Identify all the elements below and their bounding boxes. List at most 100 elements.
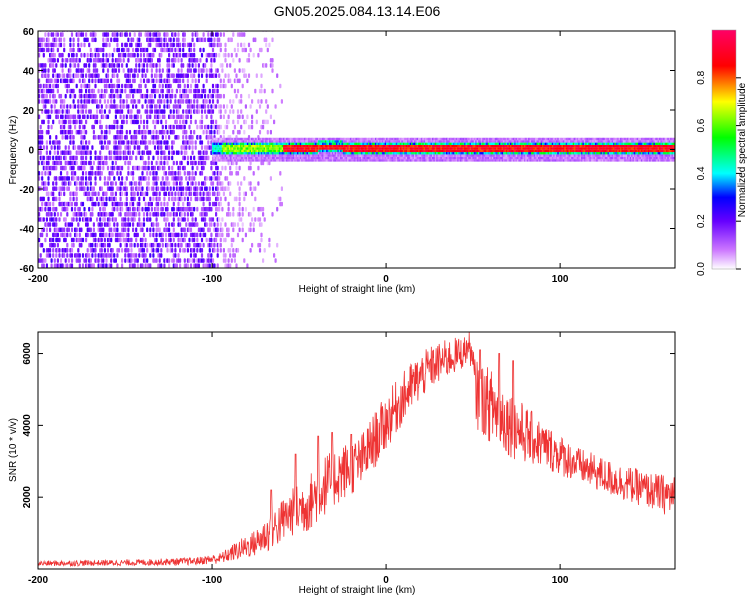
heat-cell <box>274 149 277 153</box>
heat-cell <box>66 232 69 238</box>
heat-cell <box>158 68 161 73</box>
heat-cell <box>186 155 189 161</box>
heat-cell <box>370 152 373 155</box>
heat-cell <box>105 196 108 202</box>
heat-cell <box>349 159 352 162</box>
heat-cell <box>388 154 391 157</box>
heat-cell <box>239 147 242 150</box>
heat-cell <box>239 154 242 157</box>
heat-cell <box>358 154 361 157</box>
heat-cell <box>234 147 237 150</box>
heat-cell <box>75 191 78 197</box>
heat-cell <box>267 137 270 141</box>
heat-cell <box>425 147 428 150</box>
heat-cell <box>122 68 125 73</box>
heat-cell <box>259 137 262 141</box>
heat-cell <box>227 140 230 143</box>
heat-cell <box>172 109 175 114</box>
heat-cell <box>420 159 423 162</box>
heat-cell <box>160 73 163 78</box>
heat-cell <box>196 165 199 171</box>
heat-cell <box>400 152 402 155</box>
heat-cell <box>377 140 380 143</box>
heat-cell <box>298 159 301 162</box>
heat-cell <box>155 258 158 263</box>
heat-cell <box>153 145 157 150</box>
heat-cell <box>218 176 221 181</box>
heat-cell <box>55 206 58 212</box>
heat-cell <box>251 142 253 145</box>
heat-cell <box>244 73 247 78</box>
heat-cell <box>324 159 327 162</box>
heat-cell <box>47 32 50 37</box>
heat-cell <box>219 156 221 160</box>
heat-cell <box>142 124 146 130</box>
heat-cell <box>139 42 142 48</box>
heat-cell <box>238 191 241 197</box>
heat-cell <box>197 263 200 268</box>
heat-cell <box>164 222 168 227</box>
heat-cell <box>344 142 347 145</box>
heat-cell <box>285 152 288 155</box>
heat-cell <box>333 152 336 155</box>
heat-cell <box>265 152 267 155</box>
heat-cell <box>185 191 188 197</box>
heat-cell <box>248 149 251 153</box>
heat-cell <box>356 159 359 162</box>
heat-cell <box>380 152 383 155</box>
heat-cell <box>241 140 244 143</box>
heat-cell <box>345 154 348 157</box>
heat-cell <box>285 159 288 162</box>
heat-cell <box>383 142 386 145</box>
heat-cell <box>374 140 377 143</box>
heat-cell <box>252 152 255 155</box>
heat-cell <box>186 263 189 268</box>
heat-cell <box>70 206 74 212</box>
heat-cell <box>226 140 228 143</box>
heat-cell <box>122 58 125 63</box>
heat-cell <box>100 140 103 145</box>
heat-cell <box>70 129 74 135</box>
heat-cell <box>113 73 116 78</box>
heat-cell <box>274 154 277 157</box>
heat-cell <box>251 144 253 148</box>
heat-cell <box>228 154 231 157</box>
heat-cell <box>370 149 373 153</box>
heat-cell <box>117 78 121 84</box>
heat-cell <box>409 149 412 153</box>
heat-cell <box>408 152 411 155</box>
heat-cell <box>327 154 330 157</box>
heat-cell <box>394 142 397 145</box>
heat-cell <box>274 140 277 143</box>
heat-cell <box>432 149 434 153</box>
heat-cell <box>363 140 366 143</box>
heat-cell <box>150 58 153 63</box>
heat-cell <box>174 196 177 202</box>
heat-cell <box>391 137 394 141</box>
heat-cell <box>383 144 386 148</box>
heat-cell <box>234 142 237 145</box>
heat-cell <box>247 42 251 48</box>
heat-cell <box>235 159 238 162</box>
heat-cell <box>226 142 228 145</box>
heat-cell <box>219 137 221 141</box>
heat-cell <box>425 137 428 141</box>
heat-cell <box>262 160 265 166</box>
heat-cell <box>147 165 150 171</box>
heat-cell <box>316 149 319 153</box>
heat-cell <box>219 147 221 150</box>
heat-cell <box>330 144 333 148</box>
heat-cell <box>354 154 357 157</box>
heat-cell <box>38 237 41 243</box>
heat-cell <box>398 156 401 160</box>
heat-cell <box>232 140 235 143</box>
heat-cell <box>211 109 215 114</box>
heat-cell <box>411 149 414 153</box>
heat-cell <box>147 78 150 84</box>
heat-cell <box>236 47 240 53</box>
heat-cell <box>216 159 219 162</box>
heat-cell <box>358 147 361 150</box>
heat-cell <box>405 140 408 143</box>
heat-cell <box>193 99 196 104</box>
heat-cell <box>270 154 273 157</box>
